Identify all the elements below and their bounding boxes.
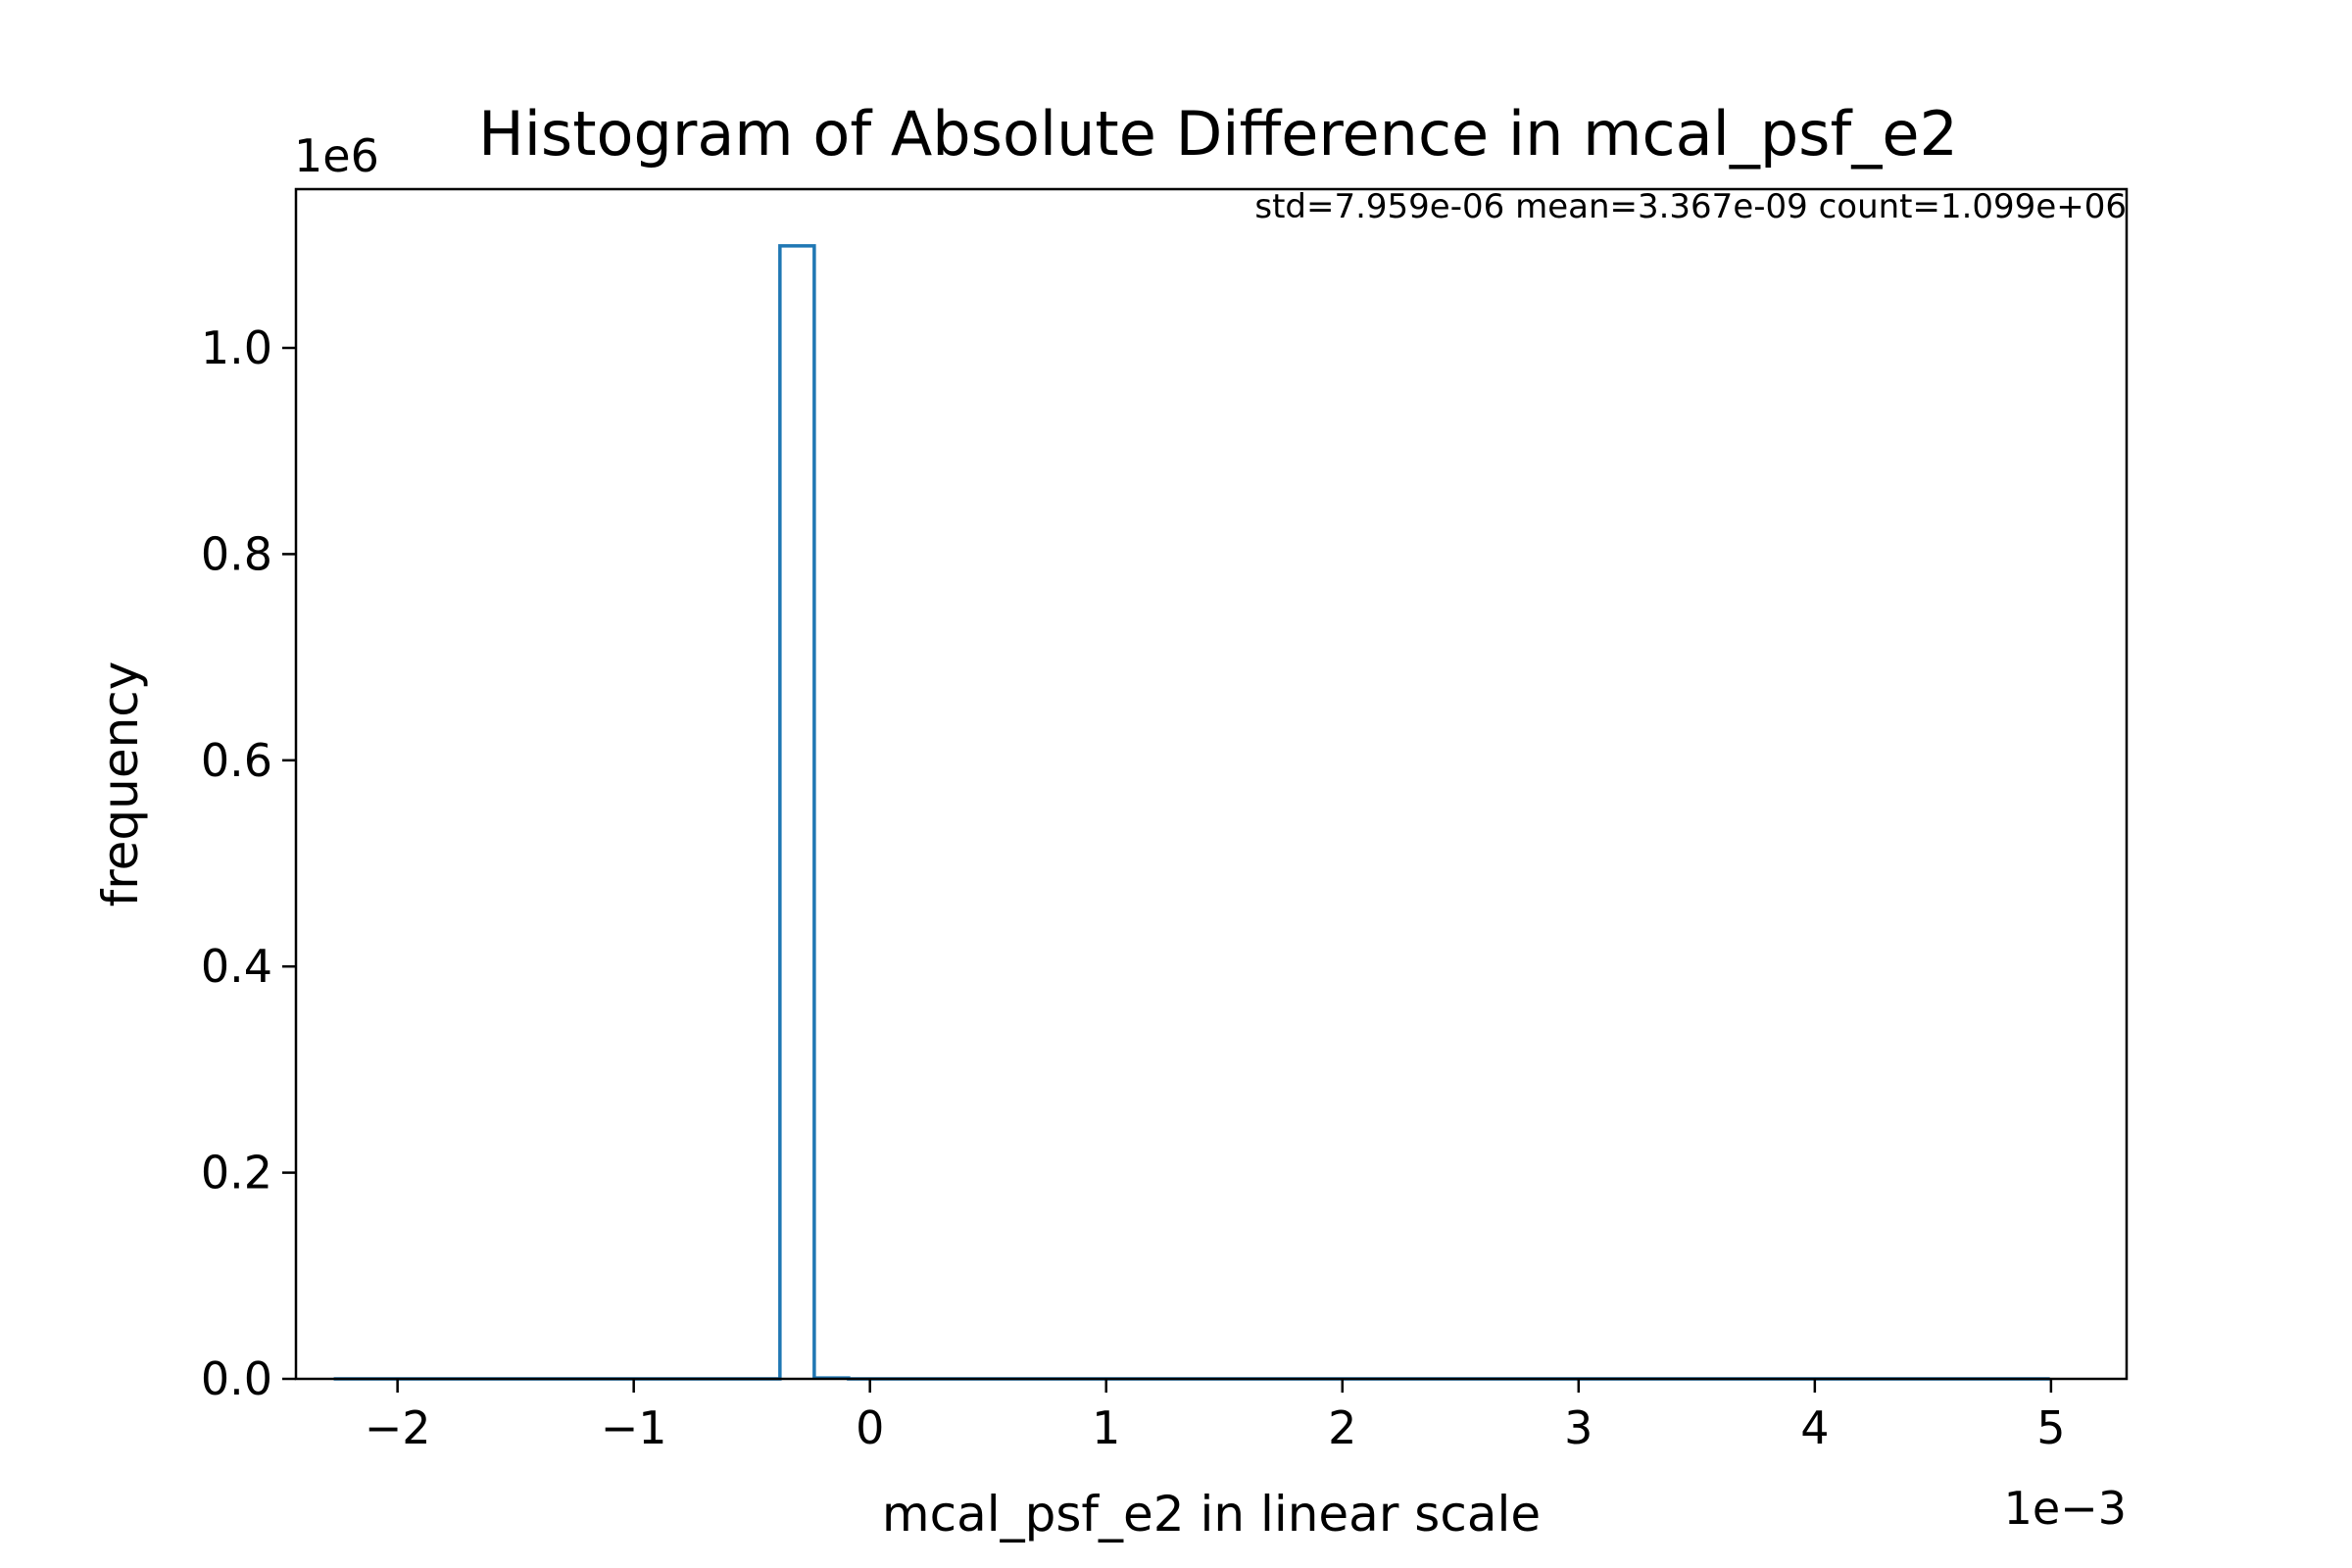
x-offset-label: 1e−3 <box>2004 1482 2127 1535</box>
y-axis-ticks: 0.0 0.2 0.4 0.6 0.8 1.0 <box>201 321 296 1405</box>
x-axis-ticks: −2 −1 0 1 2 3 4 5 <box>365 1379 2066 1454</box>
y-tick-label: 0.0 <box>201 1352 272 1405</box>
y-tick-label: 0.6 <box>201 734 272 787</box>
x-tick-label: −1 <box>601 1401 667 1454</box>
x-tick-label: 2 <box>1328 1401 1356 1454</box>
x-tick-label: 0 <box>856 1401 884 1454</box>
x-tick-label: 3 <box>1564 1401 1592 1454</box>
plot-frame <box>294 187 2129 1381</box>
y-tick-label: 1.0 <box>201 321 272 374</box>
y-tick-label: 0.2 <box>201 1147 272 1200</box>
x-tick-label: 5 <box>2036 1401 2065 1454</box>
stats-annotation: std=7.959e-06 mean=3.367e-09 count=1.099… <box>1254 187 2127 226</box>
y-axis-label: frequency <box>92 662 149 907</box>
x-tick-label: 1 <box>1092 1401 1120 1454</box>
y-tick-label: 0.4 <box>201 940 272 993</box>
chart-title: Histogram of Absolute Difference in mcal… <box>478 98 1958 170</box>
x-tick-label: 4 <box>1800 1401 1829 1454</box>
y-tick-label: 0.8 <box>201 527 272 580</box>
x-tick-label: −2 <box>365 1401 431 1454</box>
x-axis-label: mcal_psf_e2 in linear scale <box>882 1486 1541 1543</box>
y-offset-label: 1e6 <box>294 129 379 182</box>
